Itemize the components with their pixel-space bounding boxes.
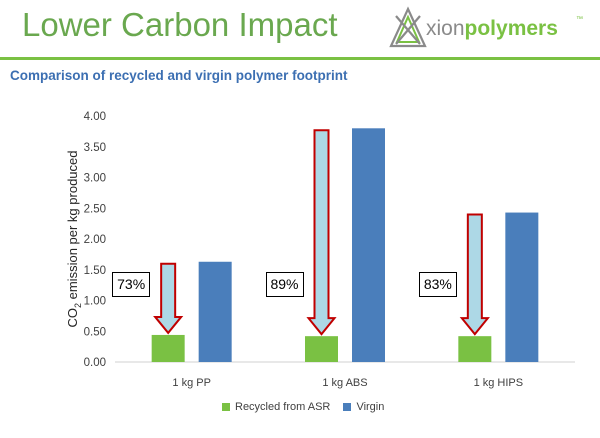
- legend-item-recycled: Recycled from ASR: [222, 401, 330, 413]
- y-tick-label: 2.50: [84, 203, 106, 215]
- reduction-arrow: [153, 262, 184, 335]
- y-tick-label: 4.00: [84, 111, 106, 123]
- x-tick-label: 1 kg HIPS: [474, 377, 524, 389]
- logo-wordmark: xionpolymers: [426, 17, 558, 41]
- reduction-arrow: [306, 129, 337, 336]
- page-title: Lower Carbon Impact: [22, 6, 338, 43]
- legend-label-virgin: Virgin: [356, 401, 385, 413]
- bar-virgin: [505, 212, 539, 362]
- bar-virgin: [198, 261, 232, 362]
- x-tick-label: 1 kg ABS: [322, 377, 367, 389]
- reduction-percentage-label: 73%: [112, 272, 151, 297]
- legend-swatch-virgin: [343, 403, 352, 411]
- y-tick-label: 1.00: [84, 296, 106, 308]
- y-tick-label: 1.50: [84, 265, 106, 277]
- chart-legend: Recycled from ASR Virgin: [222, 401, 394, 414]
- y-tick-label: 0.50: [84, 326, 106, 338]
- reduction-percentage-label: 89%: [265, 272, 304, 297]
- y-tick-label: 2.00: [84, 234, 106, 246]
- logo-trademark: ™: [576, 16, 583, 23]
- company-logo: xionpolymers ™: [388, 6, 588, 50]
- legend-label-recycled: Recycled from ASR: [235, 401, 331, 413]
- logo-text-part2: polymers: [464, 17, 558, 40]
- y-tick-label: 0.00: [84, 357, 106, 369]
- legend-swatch-recycled: [222, 403, 230, 411]
- bar-recycled: [458, 336, 492, 362]
- bar-virgin: [352, 128, 385, 362]
- reduction-percentage-label: 83%: [418, 272, 457, 297]
- logo-text-part1: xion: [426, 17, 465, 40]
- axion-triangle-logo-icon: [389, 6, 427, 48]
- bar-recycled: [305, 336, 338, 362]
- legend-item-virgin: Virgin: [343, 401, 384, 413]
- y-axis-title: CO2 emission per kg produced: [65, 151, 83, 328]
- bar-recycled: [151, 334, 185, 362]
- chart-subtitle: Comparison of recycled and virgin polyme…: [10, 68, 348, 83]
- x-tick-label: 1 kg PP: [172, 377, 211, 389]
- y-tick-label: 3.50: [84, 142, 106, 154]
- y-tick-label: 3.00: [84, 173, 106, 185]
- title-divider: [0, 57, 600, 60]
- reduction-arrow: [459, 213, 490, 336]
